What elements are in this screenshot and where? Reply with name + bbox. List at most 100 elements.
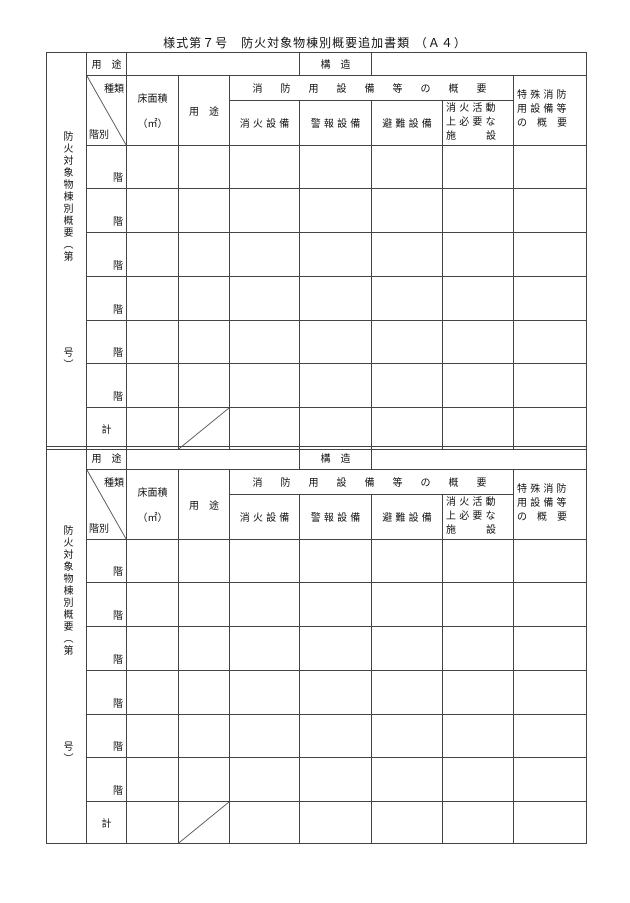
floor-number-field[interactable]: 階 bbox=[86, 319, 127, 365]
evacuation-field[interactable] bbox=[371, 319, 444, 365]
floor-area-field[interactable] bbox=[126, 713, 179, 759]
special-equipment-field[interactable] bbox=[513, 144, 588, 190]
alarm-field[interactable] bbox=[299, 669, 373, 715]
fire-activity-field[interactable] bbox=[442, 188, 515, 234]
evacuation-field[interactable] bbox=[371, 582, 444, 628]
structure-field[interactable] bbox=[371, 446, 588, 470]
evacuation-field[interactable] bbox=[371, 669, 444, 715]
total-fire-extinguishing-field[interactable] bbox=[228, 801, 301, 844]
special-equipment-field[interactable] bbox=[513, 232, 588, 277]
evacuation-field[interactable] bbox=[371, 275, 444, 321]
floor-number-field[interactable]: 階 bbox=[86, 188, 127, 234]
special-equipment-field[interactable] bbox=[513, 188, 588, 234]
total-area-field[interactable] bbox=[126, 407, 179, 450]
fire-activity-field[interactable] bbox=[442, 275, 515, 321]
total-alarm-field[interactable] bbox=[299, 801, 373, 844]
alarm-field[interactable] bbox=[299, 713, 373, 759]
use-field[interactable] bbox=[178, 669, 230, 715]
fire-activity-field[interactable] bbox=[442, 319, 515, 365]
alarm-field[interactable] bbox=[299, 582, 373, 628]
floor-area-field[interactable] bbox=[126, 582, 179, 628]
special-equipment-field[interactable] bbox=[513, 626, 588, 671]
alarm-field[interactable] bbox=[299, 363, 373, 409]
total-fire-activity-field[interactable] bbox=[442, 407, 515, 450]
use-field[interactable] bbox=[178, 188, 230, 234]
floor-area-field[interactable] bbox=[126, 669, 179, 715]
use-field[interactable] bbox=[125, 446, 301, 470]
floor-area-field[interactable] bbox=[126, 757, 179, 803]
special-equipment-field[interactable] bbox=[513, 713, 588, 759]
alarm-field[interactable] bbox=[299, 232, 373, 277]
floor-number-field[interactable]: 階 bbox=[86, 713, 127, 759]
fire-extinguishing-field[interactable] bbox=[228, 582, 301, 628]
floor-area-field[interactable] bbox=[126, 188, 179, 234]
evacuation-field[interactable] bbox=[371, 757, 444, 803]
floor-area-field[interactable] bbox=[126, 144, 179, 190]
use-field[interactable] bbox=[178, 713, 230, 759]
fire-activity-field[interactable] bbox=[442, 669, 515, 715]
floor-number-field[interactable]: 階 bbox=[86, 144, 127, 190]
fire-extinguishing-field[interactable] bbox=[228, 757, 301, 803]
special-equipment-field[interactable] bbox=[513, 319, 588, 365]
fire-extinguishing-field[interactable] bbox=[228, 188, 301, 234]
evacuation-field[interactable] bbox=[371, 363, 444, 409]
use-field[interactable] bbox=[178, 582, 230, 628]
fire-activity-field[interactable] bbox=[442, 144, 515, 190]
evacuation-field[interactable] bbox=[371, 713, 444, 759]
floor-area-field[interactable] bbox=[126, 626, 179, 671]
evacuation-field[interactable] bbox=[371, 188, 444, 234]
alarm-field[interactable] bbox=[299, 626, 373, 671]
alarm-field[interactable] bbox=[299, 538, 373, 584]
fire-extinguishing-field[interactable] bbox=[228, 669, 301, 715]
floor-number-field[interactable]: 階 bbox=[86, 275, 127, 321]
fire-activity-field[interactable] bbox=[442, 538, 515, 584]
fire-extinguishing-field[interactable] bbox=[228, 319, 301, 365]
total-area-field[interactable] bbox=[126, 801, 179, 844]
total-special-field[interactable] bbox=[513, 407, 588, 450]
floor-area-field[interactable] bbox=[126, 538, 179, 584]
use-field[interactable] bbox=[178, 538, 230, 584]
evacuation-field[interactable] bbox=[371, 626, 444, 671]
floor-area-field[interactable] bbox=[126, 232, 179, 277]
total-special-field[interactable] bbox=[513, 801, 588, 844]
fire-extinguishing-field[interactable] bbox=[228, 232, 301, 277]
use-field[interactable] bbox=[178, 144, 230, 190]
use-field[interactable] bbox=[178, 232, 230, 277]
fire-extinguishing-field[interactable] bbox=[228, 275, 301, 321]
use-field[interactable] bbox=[178, 319, 230, 365]
alarm-field[interactable] bbox=[299, 319, 373, 365]
alarm-field[interactable] bbox=[299, 275, 373, 321]
fire-extinguishing-field[interactable] bbox=[228, 713, 301, 759]
fire-activity-field[interactable] bbox=[442, 582, 515, 628]
total-fire-activity-field[interactable] bbox=[442, 801, 515, 844]
floor-number-field[interactable]: 階 bbox=[86, 757, 127, 803]
fire-activity-field[interactable] bbox=[442, 757, 515, 803]
fire-activity-field[interactable] bbox=[442, 713, 515, 759]
structure-field[interactable] bbox=[371, 52, 588, 76]
fire-extinguishing-field[interactable] bbox=[228, 538, 301, 584]
alarm-field[interactable] bbox=[299, 757, 373, 803]
total-evacuation-field[interactable] bbox=[371, 407, 444, 450]
use-field[interactable] bbox=[178, 757, 230, 803]
fire-activity-field[interactable] bbox=[442, 232, 515, 277]
floor-area-field[interactable] bbox=[126, 363, 179, 409]
total-fire-extinguishing-field[interactable] bbox=[228, 407, 301, 450]
fire-extinguishing-field[interactable] bbox=[228, 363, 301, 409]
floor-number-field[interactable]: 階 bbox=[86, 669, 127, 715]
total-alarm-field[interactable] bbox=[299, 407, 373, 450]
alarm-field[interactable] bbox=[299, 144, 373, 190]
special-equipment-field[interactable] bbox=[513, 757, 588, 803]
special-equipment-field[interactable] bbox=[513, 363, 588, 409]
fire-extinguishing-field[interactable] bbox=[228, 144, 301, 190]
fire-extinguishing-field[interactable] bbox=[228, 626, 301, 671]
use-field[interactable] bbox=[125, 52, 301, 76]
floor-number-field[interactable]: 階 bbox=[86, 538, 127, 584]
use-field[interactable] bbox=[178, 275, 230, 321]
floor-number-field[interactable]: 階 bbox=[86, 626, 127, 671]
evacuation-field[interactable] bbox=[371, 232, 444, 277]
special-equipment-field[interactable] bbox=[513, 538, 588, 584]
fire-activity-field[interactable] bbox=[442, 626, 515, 671]
special-equipment-field[interactable] bbox=[513, 275, 588, 321]
floor-area-field[interactable] bbox=[126, 275, 179, 321]
floor-number-field[interactable]: 階 bbox=[86, 363, 127, 409]
